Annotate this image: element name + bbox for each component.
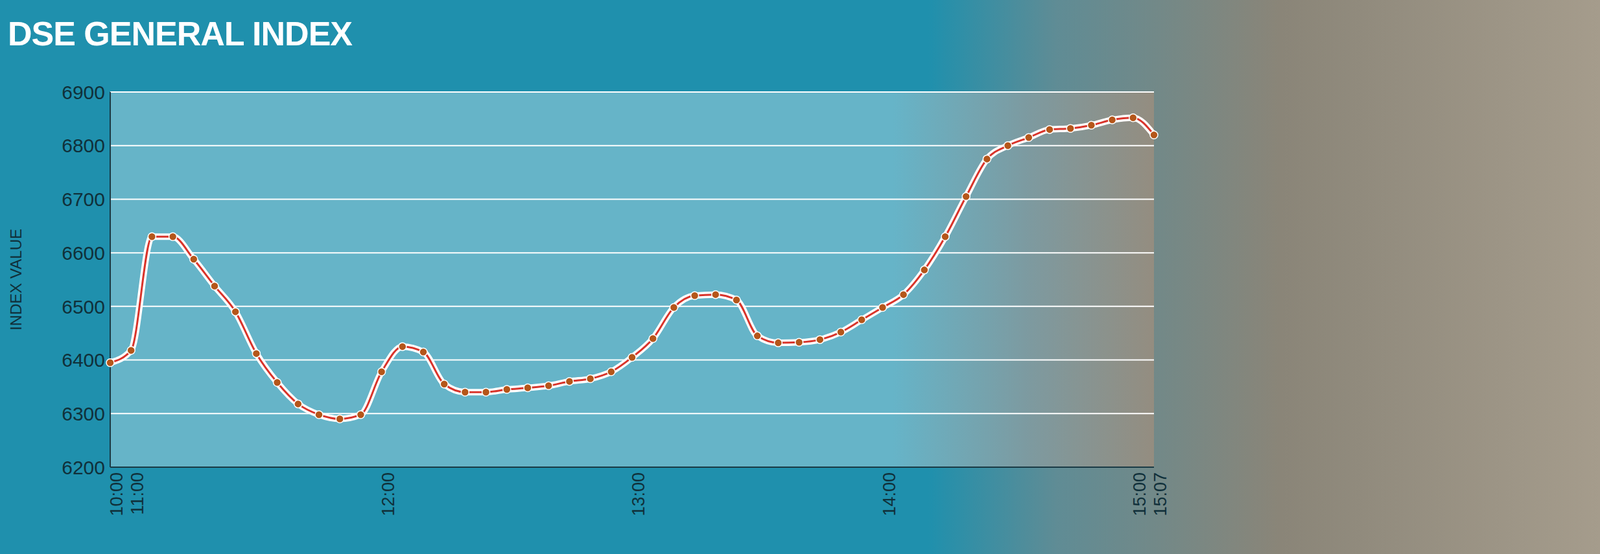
svg-text:6700: 6700 <box>61 188 106 211</box>
html-text:DSE GENERAL INDEX: DSE GENERAL INDEX <box>7 14 353 53</box>
svg-text:6600: 6600 <box>61 242 106 264</box>
svg-text:14:00: 14:00 <box>879 472 900 517</box>
svg-text:6900: 6900 <box>61 81 106 104</box>
svg-text:15:00: 15:00 <box>1129 472 1150 517</box>
svg-text:6200: 6200 <box>61 457 106 479</box>
svg-text:11:00: 11:00 <box>127 472 148 516</box>
svg-text:6300: 6300 <box>61 403 106 425</box>
svg-text:12:00: 12:00 <box>378 472 399 517</box>
svg-text:6500: 6500 <box>61 296 106 318</box>
svg-text:13:00: 13:00 <box>628 472 649 517</box>
svg-text:10:00: 10:00 <box>106 472 127 517</box>
svg-text:6400: 6400 <box>61 349 106 371</box>
svg-text:15:07: 15:07 <box>1150 472 1171 517</box>
svg-text:6800: 6800 <box>61 134 106 157</box>
svg-text:INDEX VALUE: INDEX VALUE <box>7 228 25 331</box>
